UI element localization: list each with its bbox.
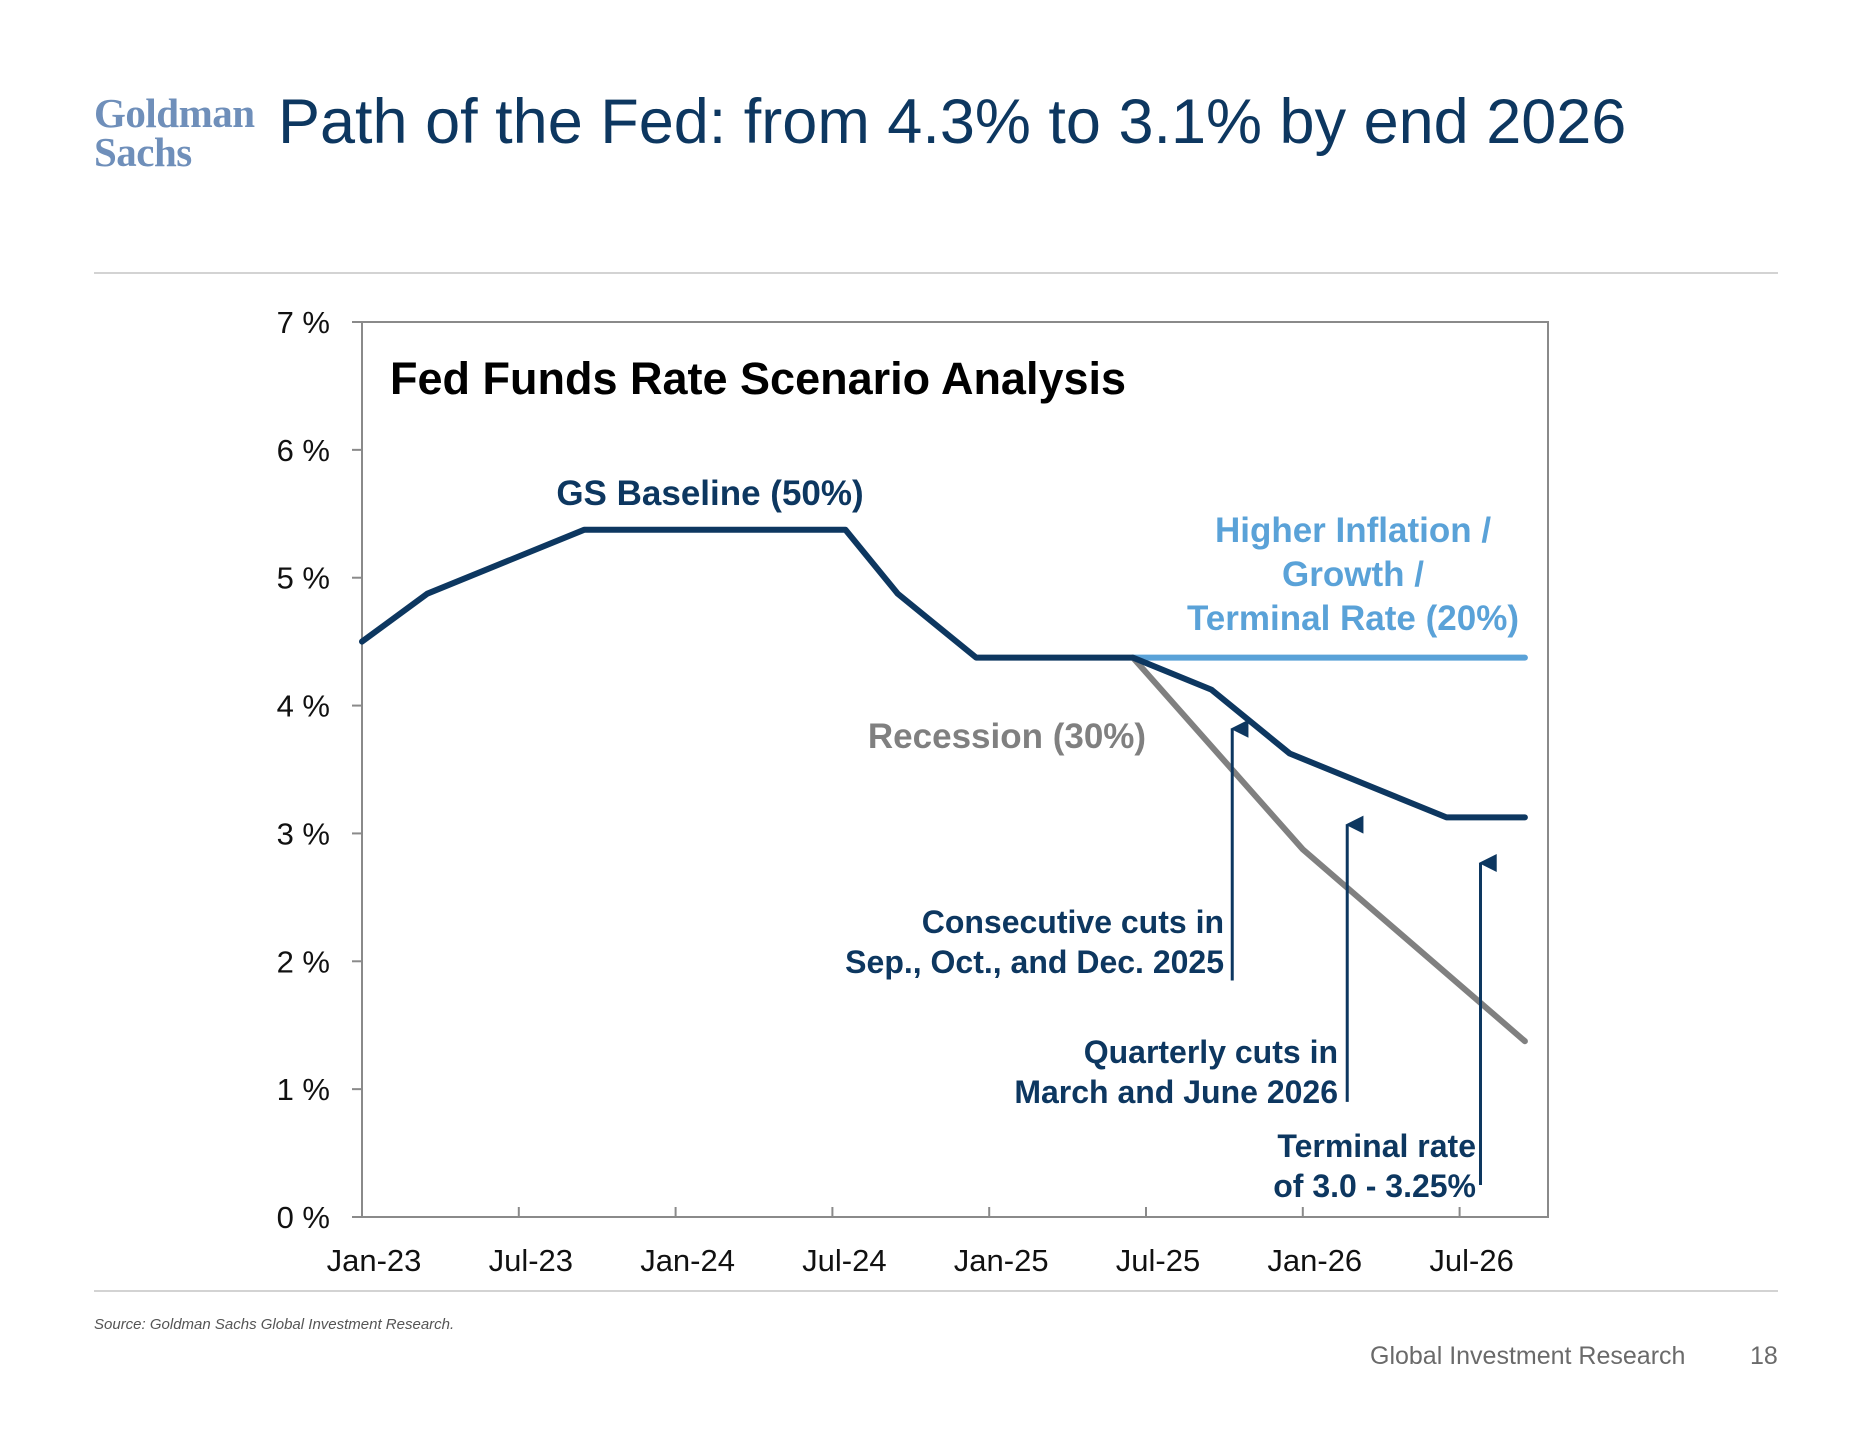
y-tick-label: 5 % (277, 561, 330, 596)
series-line-baseline (359, 526, 1528, 821)
x-tick-label: Jan-24 (640, 1243, 735, 1278)
series-label-recession: Recession (30%) (868, 717, 1146, 756)
series-line-recession (1129, 654, 1528, 1045)
y-tick-label: 2 % (277, 944, 330, 979)
series-label-higher: Higher Inflation / Growth / Terminal Rate … (1187, 511, 1519, 638)
page-number: 18 (1750, 1342, 1778, 1370)
source-note: Source: Goldman Sachs Global Investment … (94, 1316, 455, 1333)
x-tick-label: Jan-23 (327, 1243, 422, 1278)
annotation-quarterly-line: March and June 2026 (1014, 1074, 1338, 1110)
y-tick-label: 1 % (277, 1072, 330, 1107)
x-tick-label: Jul-26 (1429, 1243, 1513, 1278)
y-tick-label: 6 % (277, 433, 330, 468)
x-tick-label: Jul-25 (1116, 1243, 1200, 1278)
plot-frame (361, 321, 1549, 1218)
x-tick-label: Jul-23 (489, 1243, 573, 1278)
logo-line-2: Sachs (94, 128, 192, 175)
series-label-higher-line: Growth / (1282, 555, 1424, 594)
series-label-baseline: GS Baseline (50%) (556, 474, 863, 513)
annotation-terminal-line: Terminal rate (1277, 1128, 1476, 1164)
x-tick-label: Jan-26 (1267, 1243, 1362, 1278)
y-tick-label: 7 % (277, 305, 330, 340)
series-label-higher-line: Higher Inflation / (1215, 511, 1491, 550)
annotation-quarterly: Quarterly cuts in March and June 2026 (1014, 1034, 1338, 1110)
logo-line-1: Goldman (94, 90, 255, 136)
y-tick-label: 3 % (277, 816, 330, 851)
page-title: Path of the Fed: from 4.3% to 3.1% by en… (278, 87, 1627, 157)
footer-label: Global Investment Research (1370, 1342, 1686, 1370)
annotation-consecutive-line: Consecutive cuts in (922, 904, 1224, 940)
x-tick-label: Jan-25 (954, 1243, 1049, 1278)
annotation-terminal: Terminal rate of 3.0 - 3.25% (1273, 1128, 1476, 1204)
goldman-sachs-logo: Goldman Sachs (94, 90, 255, 175)
annotation-terminal-line: of 3.0 - 3.25% (1273, 1168, 1476, 1204)
x-tick-label: Jul-24 (802, 1243, 886, 1278)
bottom-divider (94, 1290, 1778, 1292)
annotation-consecutive: Consecutive cuts in Sep., Oct., and Dec. … (845, 904, 1224, 980)
annotation-quarterly-line: Quarterly cuts in (1084, 1034, 1338, 1070)
y-tick-label: 4 % (277, 689, 330, 724)
series-label-higher-line: Terminal Rate (20%) (1187, 599, 1519, 638)
y-tick-label: 0 % (277, 1200, 330, 1235)
top-divider (94, 272, 1778, 274)
annotation-consecutive-line: Sep., Oct., and Dec. 2025 (845, 944, 1224, 980)
chart-title: Fed Funds Rate Scenario Analysis (390, 353, 1126, 404)
